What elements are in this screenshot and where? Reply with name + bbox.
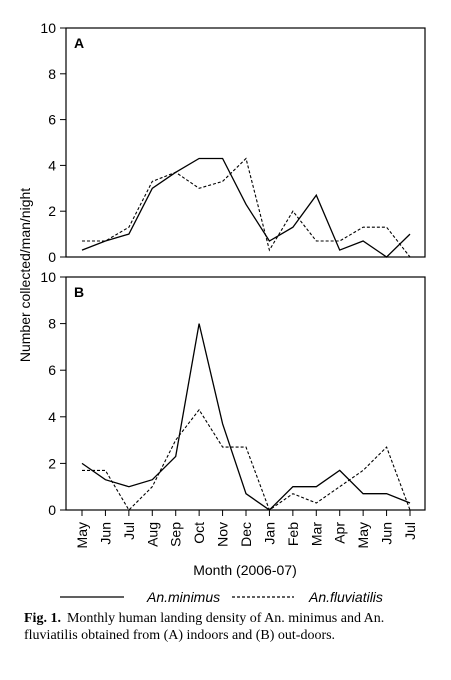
x-tick-label: Jan [261,522,277,545]
x-tick-label: Jun [97,522,113,545]
y-tick-label: 4 [48,409,56,425]
y-tick-label: 4 [48,157,56,173]
x-tick-label: Feb [285,522,301,546]
y-tick-label: 0 [48,502,56,518]
x-tick-label: Jul [402,522,418,540]
panel-frame [65,27,426,258]
y-tick-label: 2 [48,455,56,471]
panel-label: A [74,35,84,51]
caption-text: Monthly human landing density of An. min… [24,611,385,643]
series-line-an-minimus [81,323,411,511]
legend-label-an-fluviatilis: An.fluviatilis [308,589,383,605]
x-tick-label: May [74,522,90,548]
x-tick-label: Jul [121,522,137,540]
x-tick-label: Dec [238,522,254,547]
panel-label: B [74,284,84,300]
x-tick-label: Jun [379,522,395,545]
y-tick-label: 8 [48,66,56,82]
y-tick-label: 0 [48,249,56,265]
panel-a: 0 2 4 6 8 10 A [40,20,426,265]
y-axis-title: Number collected/man/night [17,188,33,362]
x-tick-label: Sep [168,522,184,547]
y-tick-label: 2 [48,203,56,219]
x-tick-label: Nov [215,522,231,547]
x-tick-label: Aug [144,522,160,547]
y-tick-label: 10 [40,20,56,36]
x-axis: May Jun Jul Aug Sep Oct Nov Dec Jan Feb Mar Apr May J… [74,510,418,548]
x-tick-label: Oct [191,522,207,544]
panel-frame [65,276,426,511]
legend-label-an-minimus: An.minimus [146,589,220,605]
y-tick-label: 10 [40,269,56,285]
figure-chart: 0 2 4 6 8 10 A 0 2 4 6 8 10 B May Jun Jul Aug Sep Oct Nov D… [17,20,426,605]
x-axis-title: Month (2006-07) [193,562,297,578]
figure-caption: Fig. 1. Monthly human landing density of … [24,610,434,644]
caption-fig-label: Fig. 1. [24,611,61,626]
x-tick-label: Mar [308,522,324,546]
legend: An.minimus An.fluviatilis [60,589,383,605]
y-tick-label: 6 [48,112,56,128]
series-line-an-fluviatilis [82,157,411,258]
x-tick-label: May [355,522,371,548]
series-line-an-fluviatilis [82,408,411,511]
y-tick-label: 8 [48,316,56,332]
panel-b: 0 2 4 6 8 10 B [40,269,426,518]
x-tick-label: Apr [332,522,348,544]
y-tick-label: 6 [48,362,56,378]
series-line-an-minimus [81,157,411,258]
